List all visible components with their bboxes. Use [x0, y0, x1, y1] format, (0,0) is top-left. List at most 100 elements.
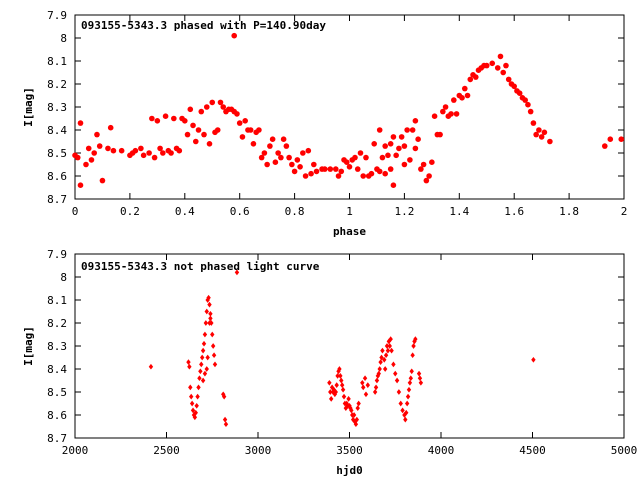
phased-data-point [393, 152, 399, 159]
unphased-data-point [409, 368, 414, 375]
phased-data-point [453, 111, 460, 117]
phased-data-point [467, 76, 474, 83]
unphased-y-tick-label: 8.5 [47, 386, 67, 399]
unphased-data-point [195, 393, 200, 400]
unphased-data-point [202, 331, 208, 338]
unphased-data-point [187, 363, 192, 370]
phased-data-point [511, 83, 517, 90]
phased-data-point [110, 147, 117, 154]
phased-x-tick-label: 0.6 [230, 205, 250, 218]
phased-data-point [368, 170, 375, 177]
phased-x-tick-label: 0.4 [175, 205, 195, 218]
phased-y-axis: 7.9 8 8.1 8.2 8.3 8.4 8.5 8.6 8.7 [47, 9, 624, 206]
phased-y-tick-label: 8.5 [47, 147, 67, 160]
phased-data-point [461, 85, 468, 92]
phased-data-point [91, 150, 98, 156]
unphased-chart-title: 093155-5343.3 not phased light curve [81, 260, 320, 273]
phased-data-point [412, 118, 419, 124]
phased-data-point [209, 99, 216, 106]
phased-data-point [327, 166, 334, 172]
unphased-data-point [338, 373, 343, 379]
unphased-data-point [393, 370, 398, 377]
unphased-data-point [211, 352, 217, 359]
phased-data-point [409, 127, 416, 133]
unphased-y-tick-label: 8.2 [47, 317, 67, 330]
unphased-y-tick-label: 8.4 [47, 363, 67, 376]
unphased-data-point [339, 377, 344, 384]
phased-data-point [280, 136, 287, 142]
phased-data-point [533, 131, 539, 138]
phased-data-point [88, 157, 95, 163]
phased-data-point [360, 173, 367, 179]
phased-data-point [247, 127, 254, 133]
unphased-data-point [360, 379, 365, 386]
phased-data-point [201, 131, 207, 138]
phased-data-point [182, 118, 188, 124]
phased-y-tick-label: 7.9 [47, 9, 67, 22]
phased-data-point [99, 177, 106, 184]
unphased-data-point [341, 393, 347, 400]
phased-data-point [338, 168, 345, 175]
phased-data-point [387, 166, 394, 172]
unphased-data-point [353, 421, 359, 428]
phased-data-point [154, 118, 161, 124]
unphased-data-point [382, 356, 387, 363]
phased-data-point [162, 113, 169, 119]
phased-data-point [352, 154, 358, 161]
unphased-data-point [384, 343, 390, 349]
unphased-y-tick-label: 8.3 [47, 340, 67, 353]
unphased-data-point [404, 409, 409, 416]
phased-data-point [289, 161, 295, 168]
unphased-data-point [208, 310, 213, 317]
unphased-data-point [197, 375, 202, 382]
phased-data-point [77, 120, 84, 126]
phased-data-point [483, 62, 490, 69]
unphased-data-point [334, 382, 339, 388]
phased-data-point [138, 145, 144, 152]
unphased-data-point [190, 407, 196, 414]
unphased-data-point [200, 347, 206, 354]
phased-data-point [390, 182, 397, 188]
phased-data-point [184, 131, 191, 138]
unphased-data-point [385, 347, 391, 354]
unphased-data-point [362, 375, 368, 382]
phased-data-point [418, 166, 424, 172]
unphased-data-point [333, 389, 338, 395]
phased-data-point [203, 104, 210, 110]
phased-data-point [442, 104, 449, 110]
unphased-y-axis: 7.9 8 8.1 8.2 8.3 8.4 8.5 8.6 8.7 [47, 248, 624, 445]
unphased-x-tick-label: 3000 [245, 444, 272, 457]
unphased-y-tick-label: 8.1 [47, 294, 67, 307]
phased-data-point [376, 127, 383, 133]
phased-data-point [472, 74, 479, 80]
unphased-data-point [329, 396, 334, 402]
phased-data-point [382, 170, 388, 177]
phased-data-point [256, 127, 262, 133]
phased-data-point [503, 62, 509, 69]
phased-data-point [354, 166, 361, 172]
phased-data-point [363, 154, 369, 161]
unphased-data-point [394, 377, 400, 384]
phased-data-point [206, 141, 213, 147]
phased-data-point [429, 159, 435, 165]
unphased-data-point [199, 361, 204, 368]
phased-data-point [239, 134, 246, 140]
unphased-data-point [328, 389, 333, 395]
phased-data-point [530, 120, 537, 126]
unphased-data-point [379, 354, 384, 361]
phased-data-points [72, 32, 625, 188]
phased-x-axis-label: phase [333, 225, 366, 238]
unphased-data-point [203, 320, 209, 326]
phased-data-point [541, 129, 548, 136]
unphased-data-point [416, 370, 422, 377]
unphased-x-tick-label: 3500 [336, 444, 363, 457]
unphased-data-point [400, 407, 405, 414]
phased-data-point [192, 138, 199, 145]
unphased-data-point [148, 363, 154, 370]
phased-data-point [311, 161, 317, 168]
phased-data-point [423, 177, 430, 184]
unphased-data-point [202, 370, 208, 377]
phased-data-point [291, 168, 298, 175]
phased-data-point [401, 143, 408, 149]
unphased-y-tick-label: 8.6 [47, 409, 67, 422]
